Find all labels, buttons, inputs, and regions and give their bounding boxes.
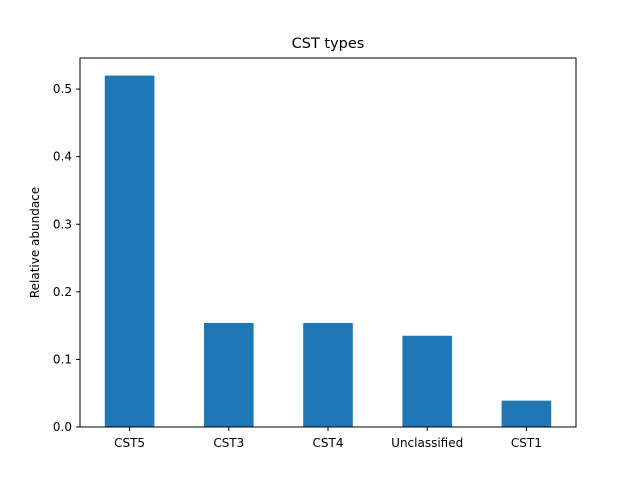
y-axis-label: Relative abundace (28, 187, 42, 298)
x-axis: CST5 CST3 CST4 Unclassified CST1 (114, 427, 542, 450)
bar-cst4 (303, 322, 353, 427)
x-tick-label: CST3 (213, 436, 244, 450)
y-tick-label: 0.3 (53, 217, 72, 231)
x-tick-label: CST4 (313, 436, 344, 450)
x-tick-label: CST5 (114, 436, 145, 450)
bars-group (104, 75, 552, 428)
bar-cst1 (501, 400, 552, 427)
y-tick-label: 0.5 (53, 82, 72, 96)
bar-cst5 (104, 75, 155, 428)
y-axis: 0.0 0.1 0.2 0.3 0.4 0.5 (53, 82, 80, 434)
y-tick-label: 0.2 (53, 285, 72, 299)
x-tick-label: CST1 (511, 436, 542, 450)
chart-title: CST types (292, 36, 365, 52)
bar-cst3 (204, 322, 254, 427)
bar-unclassified (402, 335, 452, 427)
plot-frame (79, 57, 577, 428)
x-tick-label: Unclassified (391, 436, 463, 450)
y-tick-label: 0.4 (53, 150, 72, 164)
y-tick-label: 0.1 (53, 352, 72, 366)
y-tick-label: 0.0 (53, 420, 72, 434)
